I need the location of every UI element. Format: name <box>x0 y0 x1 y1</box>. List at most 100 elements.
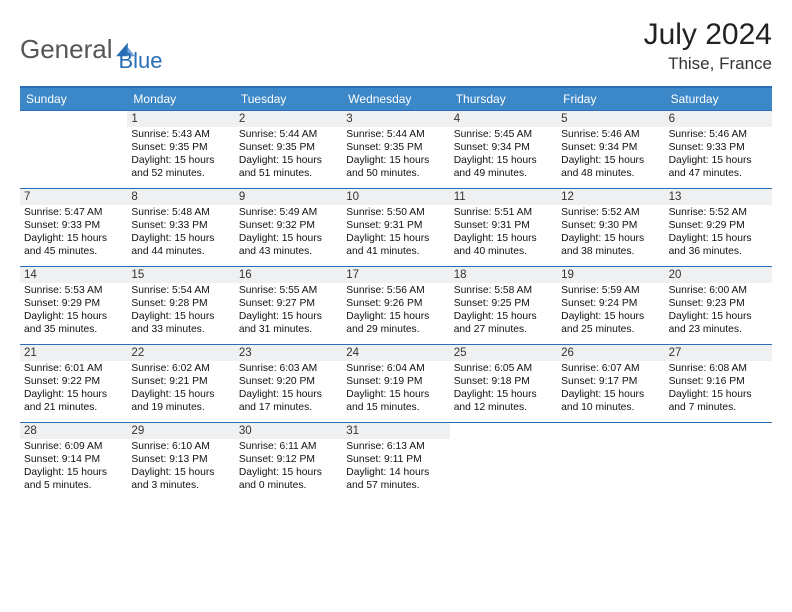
calendar-cell: 11 Sunrise: 5:51 AMSunset: 9:31 PMDayligh… <box>450 188 557 266</box>
day-number: 28 <box>20 423 127 439</box>
calendar-grid: SundayMondayTuesdayWednesdayThursdayFrid… <box>20 86 772 500</box>
calendar-cell: 2 Sunrise: 5:44 AMSunset: 9:35 PMDaylight… <box>235 110 342 188</box>
day-header: Friday <box>557 88 664 110</box>
day-number: 9 <box>235 189 342 205</box>
calendar-cell: 3 Sunrise: 5:44 AMSunset: 9:35 PMDaylight… <box>342 110 449 188</box>
day-info: Sunrise: 5:53 AMSunset: 9:29 PMDaylight:… <box>24 285 123 336</box>
day-info: Sunrise: 5:50 AMSunset: 9:31 PMDaylight:… <box>346 207 445 258</box>
day-info: Sunrise: 5:48 AMSunset: 9:33 PMDaylight:… <box>131 207 230 258</box>
logo-word-1: General <box>20 34 113 65</box>
day-number: 29 <box>127 423 234 439</box>
day-number: 5 <box>557 111 664 127</box>
day-number: 15 <box>127 267 234 283</box>
day-number: 23 <box>235 345 342 361</box>
day-number: 17 <box>342 267 449 283</box>
calendar-cell: 1Sunrise: 5:43 AMSunset: 9:35 PMDaylight… <box>127 110 234 188</box>
calendar-cell: 30 Sunrise: 6:11 AMSunset: 9:12 PMDayligh… <box>235 422 342 500</box>
day-info: Sunrise: 5:52 AMSunset: 9:29 PMDaylight:… <box>669 207 768 258</box>
day-number: 31 <box>342 423 449 439</box>
day-header: Tuesday <box>235 88 342 110</box>
calendar-cell: 4 Sunrise: 5:45 AMSunset: 9:34 PMDaylight… <box>450 110 557 188</box>
day-number: 30 <box>235 423 342 439</box>
day-info: Sunrise: 5:51 AMSunset: 9:31 PMDaylight:… <box>454 207 553 258</box>
day-number: 19 <box>557 267 664 283</box>
calendar-cell: 7 Sunrise: 5:47 AMSunset: 9:33 PMDaylight… <box>20 188 127 266</box>
calendar-cell: 20 Sunrise: 6:00 AMSunset: 9:23 PMDayligh… <box>665 266 772 344</box>
location: Thise, France <box>644 54 772 74</box>
day-info: Sunrise: 5:47 AMSunset: 9:33 PMDaylight:… <box>24 207 123 258</box>
day-info: Sunrise: 5:46 AMSunset: 9:34 PMDaylight:… <box>561 129 660 180</box>
day-header: Sunday <box>20 88 127 110</box>
calendar-cell: 6 Sunrise: 5:46 AMSunset: 9:33 PMDaylight… <box>665 110 772 188</box>
day-number: 3 <box>342 111 449 127</box>
day-info: Sunrise: 6:03 AMSunset: 9:20 PMDaylight:… <box>239 363 338 414</box>
day-number: 4 <box>450 111 557 127</box>
calendar-cell: 26 Sunrise: 6:07 AMSunset: 9:17 PMDayligh… <box>557 344 664 422</box>
day-header: Wednesday <box>342 88 449 110</box>
day-info: Sunrise: 5:49 AMSunset: 9:32 PMDaylight:… <box>239 207 338 258</box>
day-number: 18 <box>450 267 557 283</box>
day-info: Sunrise: 6:11 AMSunset: 9:12 PMDaylight:… <box>239 441 338 492</box>
calendar-cell: 15Sunrise: 5:54 AMSunset: 9:28 PMDayligh… <box>127 266 234 344</box>
day-info: Sunrise: 6:01 AMSunset: 9:22 PMDaylight:… <box>24 363 123 414</box>
day-number: 12 <box>557 189 664 205</box>
calendar-cell: 13 Sunrise: 5:52 AMSunset: 9:29 PMDayligh… <box>665 188 772 266</box>
day-number: 22 <box>127 345 234 361</box>
calendar-cell-blank <box>20 110 127 188</box>
title-block: July 2024 Thise, France <box>644 18 772 74</box>
calendar-cell: 12 Sunrise: 5:52 AMSunset: 9:30 PMDayligh… <box>557 188 664 266</box>
calendar-cell: 21 Sunrise: 6:01 AMSunset: 9:22 PMDayligh… <box>20 344 127 422</box>
day-info: Sunrise: 5:44 AMSunset: 9:35 PMDaylight:… <box>346 129 445 180</box>
calendar-cell: 29 Sunrise: 6:10 AMSunset: 9:13 PMDayligh… <box>127 422 234 500</box>
day-info: Sunrise: 6:05 AMSunset: 9:18 PMDaylight:… <box>454 363 553 414</box>
calendar-cell: 22 Sunrise: 6:02 AMSunset: 9:21 PMDayligh… <box>127 344 234 422</box>
day-number: 16 <box>235 267 342 283</box>
day-info: Sunrise: 6:10 AMSunset: 9:13 PMDaylight:… <box>131 441 230 492</box>
day-header: Thursday <box>450 88 557 110</box>
calendar-cell: 5 Sunrise: 5:46 AMSunset: 9:34 PMDaylight… <box>557 110 664 188</box>
day-info: Sunrise: 5:44 AMSunset: 9:35 PMDaylight:… <box>239 129 338 180</box>
day-info: Sunrise: 5:45 AMSunset: 9:34 PMDaylight:… <box>454 129 553 180</box>
day-info: Sunrise: 6:09 AMSunset: 9:14 PMDaylight:… <box>24 441 123 492</box>
day-info: Sunrise: 5:46 AMSunset: 9:33 PMDaylight:… <box>669 129 768 180</box>
calendar-cell: 23 Sunrise: 6:03 AMSunset: 9:20 PMDayligh… <box>235 344 342 422</box>
calendar-cell: 24Sunrise: 6:04 AMSunset: 9:19 PMDayligh… <box>342 344 449 422</box>
calendar-cell: 18 Sunrise: 5:58 AMSunset: 9:25 PMDayligh… <box>450 266 557 344</box>
day-number: 1 <box>127 111 234 127</box>
day-info: Sunrise: 6:02 AMSunset: 9:21 PMDaylight:… <box>131 363 230 414</box>
logo-word-2: Blue <box>119 48 163 74</box>
calendar-cell: 16Sunrise: 5:55 AMSunset: 9:27 PMDayligh… <box>235 266 342 344</box>
day-info: Sunrise: 6:07 AMSunset: 9:17 PMDaylight:… <box>561 363 660 414</box>
day-number: 26 <box>557 345 664 361</box>
day-number: 8 <box>127 189 234 205</box>
day-info: Sunrise: 5:52 AMSunset: 9:30 PMDaylight:… <box>561 207 660 258</box>
calendar-cell: 9 Sunrise: 5:49 AMSunset: 9:32 PMDaylight… <box>235 188 342 266</box>
calendar-cell: 14Sunrise: 5:53 AMSunset: 9:29 PMDayligh… <box>20 266 127 344</box>
day-number: 27 <box>665 345 772 361</box>
day-number: 13 <box>665 189 772 205</box>
day-info: Sunrise: 5:56 AMSunset: 9:26 PMDaylight:… <box>346 285 445 336</box>
day-number: 21 <box>20 345 127 361</box>
day-header: Saturday <box>665 88 772 110</box>
day-info: Sunrise: 6:08 AMSunset: 9:16 PMDaylight:… <box>669 363 768 414</box>
calendar-cell: 28 Sunrise: 6:09 AMSunset: 9:14 PMDayligh… <box>20 422 127 500</box>
calendar-cell: 10 Sunrise: 5:50 AMSunset: 9:31 PMDayligh… <box>342 188 449 266</box>
day-info: Sunrise: 6:13 AMSunset: 9:11 PMDaylight:… <box>346 441 445 492</box>
day-number: 24 <box>342 345 449 361</box>
calendar-cell: 17 Sunrise: 5:56 AMSunset: 9:26 PMDayligh… <box>342 266 449 344</box>
day-info: Sunrise: 5:58 AMSunset: 9:25 PMDaylight:… <box>454 285 553 336</box>
calendar-cell-blank <box>557 422 664 500</box>
calendar-cell: 19 Sunrise: 5:59 AMSunset: 9:24 PMDayligh… <box>557 266 664 344</box>
day-number: 20 <box>665 267 772 283</box>
day-number: 6 <box>665 111 772 127</box>
day-number: 2 <box>235 111 342 127</box>
day-info: Sunrise: 5:59 AMSunset: 9:24 PMDaylight:… <box>561 285 660 336</box>
day-number: 25 <box>450 345 557 361</box>
day-number: 11 <box>450 189 557 205</box>
day-number: 10 <box>342 189 449 205</box>
calendar-cell-blank <box>450 422 557 500</box>
day-number: 7 <box>20 189 127 205</box>
calendar-cell: 31 Sunrise: 6:13 AMSunset: 9:11 PMDayligh… <box>342 422 449 500</box>
day-info: Sunrise: 6:00 AMSunset: 9:23 PMDaylight:… <box>669 285 768 336</box>
header: General Blue July 2024 Thise, France <box>20 18 772 74</box>
